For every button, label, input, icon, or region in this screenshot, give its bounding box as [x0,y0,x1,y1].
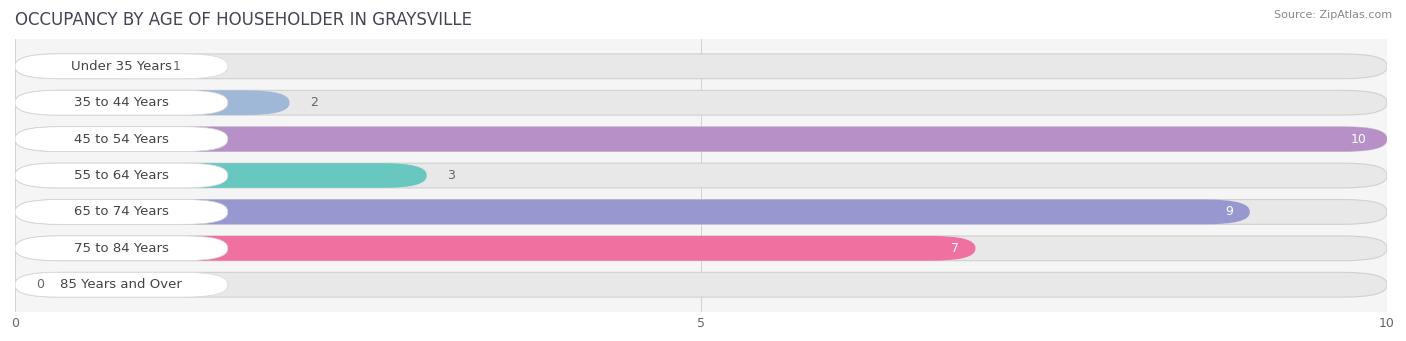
Text: 75 to 84 Years: 75 to 84 Years [75,242,169,255]
FancyBboxPatch shape [15,54,228,79]
Text: 85 Years and Over: 85 Years and Over [60,278,183,291]
FancyBboxPatch shape [15,54,152,79]
FancyBboxPatch shape [15,199,1386,224]
Text: 65 to 74 Years: 65 to 74 Years [75,205,169,219]
FancyBboxPatch shape [15,54,1386,79]
Text: 2: 2 [311,96,318,109]
FancyBboxPatch shape [15,199,228,224]
FancyBboxPatch shape [15,236,1386,261]
Text: 7: 7 [950,242,959,255]
FancyBboxPatch shape [15,199,1250,224]
FancyBboxPatch shape [15,163,426,188]
Text: 9: 9 [1226,205,1233,219]
Text: Source: ZipAtlas.com: Source: ZipAtlas.com [1274,10,1392,20]
FancyBboxPatch shape [15,127,1386,151]
Text: 55 to 64 Years: 55 to 64 Years [75,169,169,182]
FancyBboxPatch shape [15,163,228,188]
FancyBboxPatch shape [15,236,976,261]
FancyBboxPatch shape [15,90,290,115]
Text: OCCUPANCY BY AGE OF HOUSEHOLDER IN GRAYSVILLE: OCCUPANCY BY AGE OF HOUSEHOLDER IN GRAYS… [15,11,472,29]
Text: 0: 0 [35,278,44,291]
FancyBboxPatch shape [15,272,228,297]
FancyBboxPatch shape [15,90,1386,115]
FancyBboxPatch shape [15,236,228,261]
Text: 3: 3 [447,169,456,182]
Text: Under 35 Years: Under 35 Years [70,60,172,73]
FancyBboxPatch shape [15,90,228,115]
Text: 35 to 44 Years: 35 to 44 Years [75,96,169,109]
Text: 10: 10 [1351,133,1367,146]
Text: 45 to 54 Years: 45 to 54 Years [75,133,169,146]
FancyBboxPatch shape [15,127,1386,151]
FancyBboxPatch shape [15,163,1386,188]
FancyBboxPatch shape [15,272,1386,297]
Text: 1: 1 [173,60,181,73]
FancyBboxPatch shape [15,127,228,151]
